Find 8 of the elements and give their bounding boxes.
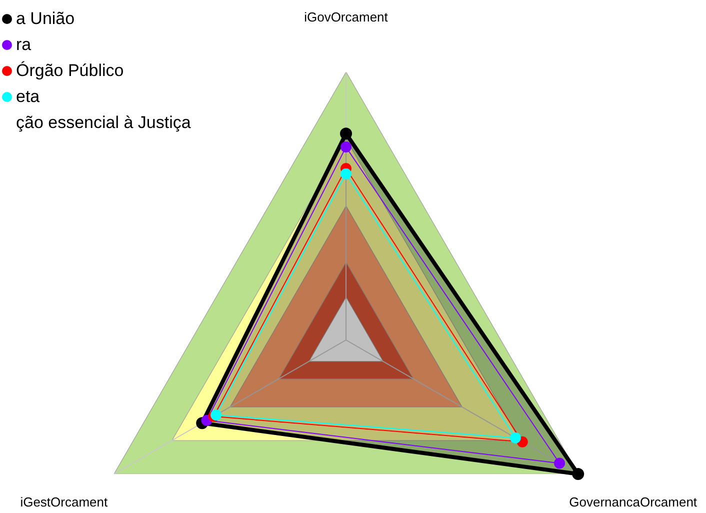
legend-label: eta [16,86,40,108]
spoke-label: iGovOrcament [304,10,388,25]
legend-label: ra [16,34,32,56]
legend-label: Órgão Público [16,60,124,82]
legend-label: a União [16,8,75,30]
spoke-label: iGestOrcament [20,494,108,510]
text: ção essencial à Justiça [16,112,191,134]
spoke-label: GovernancaOrcament [569,494,698,510]
